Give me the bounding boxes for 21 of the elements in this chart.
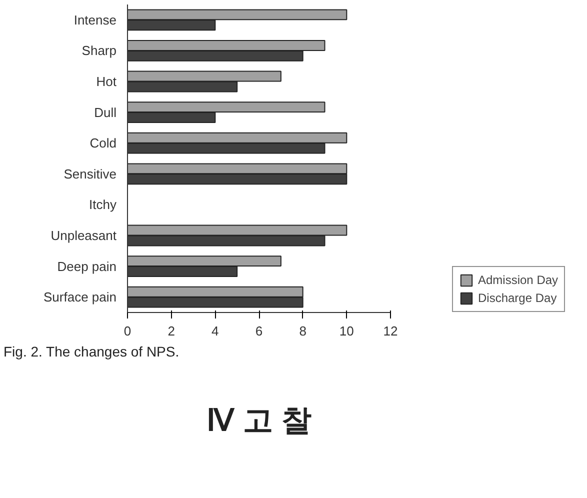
legend-label: Admission Day	[478, 273, 558, 287]
y-tick-label: Sharp	[82, 43, 117, 58]
y-tick-label: Itchy	[89, 197, 117, 212]
x-tick-label: 4	[212, 324, 219, 338]
x-tick-label: 6	[255, 324, 263, 338]
x-tick-label: 12	[383, 324, 398, 338]
y-tick-label: Dull	[94, 104, 117, 120]
legend-label: Discharge Day	[478, 291, 557, 305]
x-tick-label: 0	[124, 324, 132, 338]
y-tick-label: Sensitive	[64, 166, 116, 182]
y-tick-label: Deep pain	[57, 258, 117, 274]
text: Ⅳ 고 찰	[206, 404, 312, 438]
x-tick-label: 10	[339, 324, 354, 338]
y-tick-label: Intense	[74, 12, 117, 28]
y-tick-label: Unpleasant	[50, 228, 117, 243]
y-tick-label: Cold	[90, 136, 117, 151]
x-tick-label: 2	[168, 324, 175, 338]
x-tick-label: 8	[299, 324, 306, 338]
y-tick-label: Surface pain	[44, 290, 117, 305]
caption: Fig. 2. The changes of NPS.	[4, 344, 180, 360]
y-tick-label: Hot	[96, 74, 117, 89]
